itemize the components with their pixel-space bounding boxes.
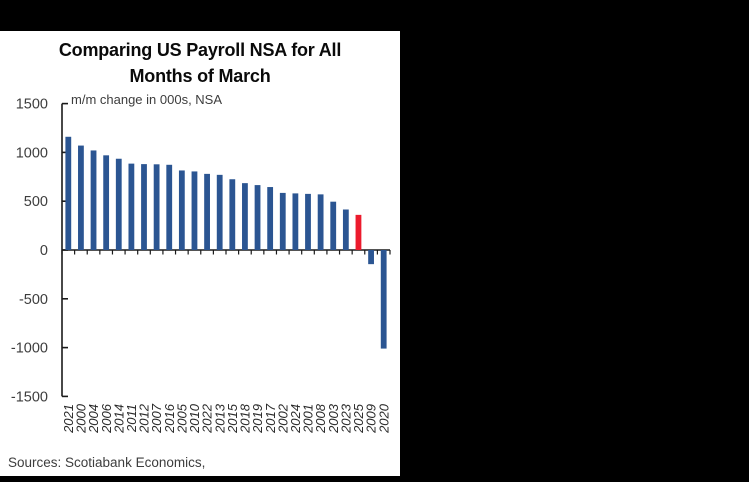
bar-2018 <box>242 183 248 250</box>
axis-note: m/m change in 000s, NSA <box>71 92 223 107</box>
chart-panel: Comparing US Payroll NSA for All Months … <box>0 31 400 476</box>
x-label-2003: 2003 <box>326 403 341 434</box>
bar-2003 <box>330 201 337 250</box>
bar-2013 <box>216 174 223 250</box>
x-label-2013: 2013 <box>212 403 227 434</box>
x-label-2016: 2016 <box>162 403 177 434</box>
x-label-2019: 2019 <box>250 404 265 434</box>
x-label-2025: 2025 <box>351 403 366 434</box>
y-tick-label: -1000 <box>11 341 48 357</box>
x-label-2008: 2008 <box>313 403 328 434</box>
x-label-2012: 2012 <box>137 403 152 434</box>
bar-2024 <box>292 193 299 250</box>
x-label-2018: 2018 <box>238 403 253 434</box>
x-label-2014: 2014 <box>111 404 126 434</box>
bar-2006 <box>103 155 110 250</box>
x-label-2015: 2015 <box>225 403 240 434</box>
bar-2001 <box>305 193 311 250</box>
x-label-2006: 2006 <box>99 403 114 434</box>
bar-2015 <box>229 179 236 250</box>
x-label-2022: 2022 <box>200 403 215 434</box>
bar-2002 <box>279 192 286 250</box>
chart-title: Comparing US Payroll NSA for All Months … <box>0 37 400 89</box>
x-label-2021: 2021 <box>61 404 76 434</box>
bar-2000 <box>78 145 84 250</box>
bar-2016 <box>166 164 173 250</box>
bar-2014 <box>115 158 122 250</box>
x-label-2001: 2001 <box>301 404 316 434</box>
chart-title-line-1: Comparing US Payroll NSA for All <box>58 40 342 60</box>
x-label-2005: 2005 <box>174 403 189 434</box>
bar-2012 <box>141 164 147 250</box>
x-label-2000: 2000 <box>74 403 89 434</box>
bar-2004 <box>90 150 97 250</box>
y-tick-label: 500 <box>24 194 48 210</box>
y-tick-label: 1500 <box>16 97 48 113</box>
x-label-2010: 2010 <box>187 403 202 434</box>
bar-2020 <box>380 250 387 349</box>
x-label-2002: 2002 <box>275 403 290 434</box>
chart-title-line-2: Months of March <box>129 66 271 86</box>
x-label-2017: 2017 <box>263 403 278 434</box>
y-tick-label: 0 <box>40 243 48 259</box>
bar-2022 <box>204 173 210 250</box>
x-label-2004: 2004 <box>86 404 101 434</box>
bar-chart-plot: 150010005000-500-1000-150020212000200420… <box>11 97 391 434</box>
y-tick-label: -500 <box>19 292 48 308</box>
bar-2009 <box>368 250 374 265</box>
bar-2017 <box>267 187 274 250</box>
bar-2008 <box>317 194 324 250</box>
bar-2019 <box>254 185 261 250</box>
x-label-2007: 2007 <box>149 403 164 434</box>
y-tick-label: 1000 <box>16 145 48 161</box>
bar-2011 <box>128 163 135 250</box>
bar-2007 <box>153 164 160 250</box>
bar-2005 <box>178 170 185 250</box>
source-note: Sources: Scotiabank Economics, <box>8 455 206 470</box>
bar-2010 <box>191 171 198 250</box>
x-label-2011: 2011 <box>124 404 139 433</box>
bar-2023 <box>342 209 349 250</box>
bar-2021 <box>65 136 72 250</box>
x-label-2023: 2023 <box>338 403 353 434</box>
bar-2025 <box>355 214 362 250</box>
x-label-2009: 2009 <box>364 404 379 434</box>
y-tick-label: -1500 <box>11 389 48 405</box>
x-label-2020: 2020 <box>376 403 391 434</box>
x-label-2024: 2024 <box>288 404 303 434</box>
